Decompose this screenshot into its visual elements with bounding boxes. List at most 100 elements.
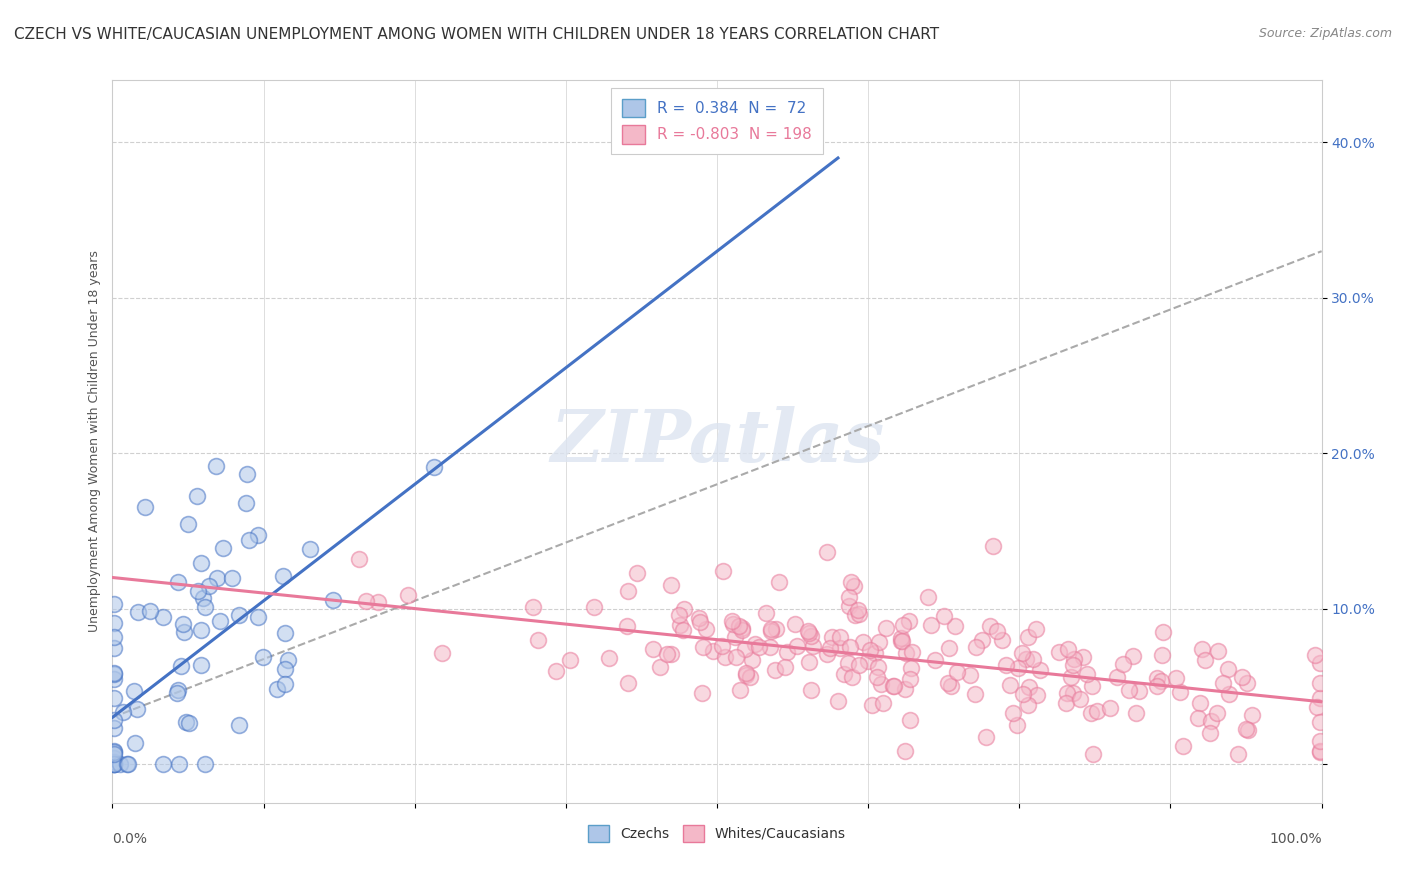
- Point: [735, 665, 758, 680]
- Point: [860, 698, 883, 712]
- Point: [190, 556, 212, 570]
- Point: [1146, 671, 1168, 685]
- Point: [354, 594, 377, 608]
- Point: [1029, 663, 1052, 677]
- Point: [1107, 671, 1129, 685]
- Point: [274, 677, 297, 691]
- Point: [842, 579, 865, 593]
- Point: [1305, 700, 1327, 714]
- Point: [103, 750, 125, 764]
- Point: [979, 619, 1001, 633]
- Point: [799, 655, 821, 669]
- Point: [820, 640, 842, 655]
- Point: [943, 619, 966, 633]
- Point: [1063, 652, 1085, 666]
- Point: [616, 619, 638, 633]
- Point: [197, 579, 219, 593]
- Point: [724, 650, 747, 665]
- Text: CZECH VS WHITE/CAUCASIAN UNEMPLOYMENT AMONG WOMEN WITH CHILDREN UNDER 18 YEARS C: CZECH VS WHITE/CAUCASIAN UNEMPLOYMENT AM…: [14, 27, 939, 42]
- Point: [721, 615, 744, 629]
- Point: [103, 756, 125, 771]
- Point: [167, 756, 190, 771]
- Point: [865, 646, 887, 660]
- Point: [124, 736, 146, 750]
- Point: [1189, 696, 1212, 710]
- Point: [103, 755, 125, 769]
- Point: [827, 694, 849, 708]
- Point: [815, 545, 838, 559]
- Point: [872, 696, 894, 710]
- Point: [783, 617, 806, 632]
- Point: [1198, 725, 1220, 739]
- Point: [894, 743, 917, 757]
- Text: 100.0%: 100.0%: [1270, 831, 1322, 846]
- Point: [773, 660, 796, 674]
- Point: [838, 590, 860, 604]
- Point: [868, 635, 890, 649]
- Point: [714, 649, 737, 664]
- Point: [1236, 676, 1258, 690]
- Point: [190, 658, 212, 673]
- Point: [832, 667, 855, 681]
- Point: [890, 634, 912, 648]
- Point: [1047, 645, 1070, 659]
- Point: [672, 624, 695, 638]
- Point: [103, 721, 125, 735]
- Point: [103, 666, 125, 681]
- Point: [205, 571, 228, 585]
- Point: [1128, 683, 1150, 698]
- Point: [423, 459, 446, 474]
- Point: [986, 624, 1008, 638]
- Point: [125, 701, 148, 715]
- Point: [1309, 733, 1331, 747]
- Point: [801, 639, 824, 653]
- Point: [170, 659, 193, 673]
- Point: [851, 635, 873, 649]
- Point: [190, 623, 212, 637]
- Point: [117, 756, 139, 771]
- Point: [765, 622, 787, 636]
- Point: [616, 584, 638, 599]
- Point: [139, 604, 162, 618]
- Point: [103, 630, 125, 644]
- Point: [730, 621, 752, 635]
- Point: [882, 679, 904, 693]
- Point: [991, 632, 1014, 647]
- Point: [838, 599, 860, 614]
- Point: [558, 653, 581, 667]
- Point: [994, 658, 1017, 673]
- Point: [1098, 701, 1121, 715]
- Point: [1237, 723, 1260, 737]
- Text: ZIPatlas: ZIPatlas: [550, 406, 884, 477]
- Point: [875, 621, 897, 635]
- Point: [1230, 670, 1253, 684]
- Point: [920, 617, 942, 632]
- Point: [396, 588, 419, 602]
- Point: [617, 676, 640, 690]
- Point: [1218, 687, 1240, 701]
- Point: [430, 646, 453, 660]
- Point: [127, 605, 149, 619]
- Point: [641, 642, 664, 657]
- Point: [924, 653, 946, 667]
- Point: [894, 682, 917, 697]
- Point: [848, 607, 870, 622]
- Point: [894, 646, 917, 660]
- Point: [1025, 622, 1047, 636]
- Point: [865, 670, 887, 684]
- Point: [669, 617, 692, 632]
- Point: [277, 653, 299, 667]
- Point: [759, 624, 782, 638]
- Point: [763, 663, 786, 677]
- Point: [103, 744, 125, 758]
- Point: [1012, 687, 1035, 701]
- Point: [740, 670, 762, 684]
- Legend: Czechs, Whites/Caucasians: Czechs, Whites/Caucasians: [579, 816, 855, 850]
- Point: [689, 615, 711, 630]
- Point: [858, 653, 880, 667]
- Point: [721, 616, 744, 631]
- Point: [238, 533, 260, 547]
- Point: [1025, 688, 1047, 702]
- Point: [972, 633, 994, 648]
- Point: [1150, 674, 1173, 689]
